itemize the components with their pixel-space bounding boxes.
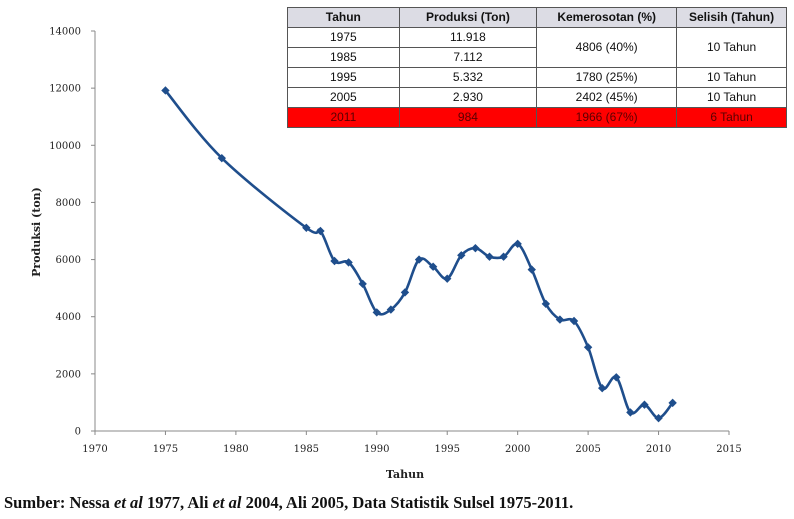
y-tick-label: 12000 xyxy=(49,84,81,95)
source-etal-1: et al xyxy=(114,493,143,512)
x-tick-label: 1980 xyxy=(223,444,248,455)
data-point xyxy=(161,86,170,95)
cell-kemerosotan: 4806 (40%) xyxy=(536,27,678,68)
data-point xyxy=(583,343,593,352)
cell-produksi: 11.918 xyxy=(398,27,538,48)
cell-selisih: 10 Tahun xyxy=(676,87,787,108)
x-axis-title: Tahun xyxy=(386,468,424,481)
data-point xyxy=(555,315,565,324)
cell-tahun: 1985 xyxy=(287,47,400,68)
x-tick-label: 1970 xyxy=(82,444,107,455)
y-tick-label: 0 xyxy=(75,427,81,438)
cell-kemerosotan: 1966 (67%) xyxy=(536,107,678,128)
production-table: Tahun Produksi (Ton) Kemerosotan (%) Sel… xyxy=(287,7,787,128)
cell-kemerosotan: 1780 (25%) xyxy=(536,67,678,88)
data-point xyxy=(499,252,508,261)
chart-ticks: 0 2000 4000 6000 8000 10000 12000 14000 1970 1975… xyxy=(49,27,742,456)
cell-selisih: 6 Tahun xyxy=(676,107,787,128)
source-rest: 2004, Ali 2005, Data Statistik Sulsel 19… xyxy=(241,493,574,512)
data-point xyxy=(513,239,522,249)
data-point xyxy=(598,383,607,393)
data-point xyxy=(612,373,621,382)
chart-axes xyxy=(94,31,729,432)
header-tahun: Tahun xyxy=(287,7,400,28)
y-tick-label: 4000 xyxy=(56,312,81,323)
cell-tahun: 1995 xyxy=(287,67,400,88)
header-selisih: Selisih (Tahun) xyxy=(676,7,787,28)
data-point xyxy=(344,258,353,267)
data-point xyxy=(654,413,663,423)
data-point xyxy=(569,316,579,326)
y-tick-label: 2000 xyxy=(56,369,81,380)
data-point xyxy=(428,262,438,271)
data-point xyxy=(400,288,410,297)
data-point xyxy=(316,226,325,236)
table-row: 1975 11.918 4806 (40%) 10 Tahun xyxy=(287,27,787,68)
table-row-highlight: 2011 984 1966 (67%) 6 Tahun xyxy=(287,107,787,128)
source-mid: 1977, Ali xyxy=(142,493,213,512)
data-point xyxy=(527,265,536,274)
chart-series xyxy=(161,86,677,423)
source-note: Sumber: Nessa et al 1977, Ali et al 2004… xyxy=(4,493,790,513)
source-etal-2: et al xyxy=(212,493,242,512)
data-point xyxy=(485,252,494,261)
x-tick-label: 2010 xyxy=(646,444,671,455)
source-prefix: Sumber: Nessa xyxy=(4,493,114,512)
x-tick-label: 1985 xyxy=(294,444,319,455)
cell-kemerosotan: 2402 (45%) xyxy=(536,87,678,108)
data-point xyxy=(626,408,635,417)
data-point xyxy=(541,299,551,309)
table-header-row: Tahun Produksi (Ton) Kemerosotan (%) Sel… xyxy=(287,7,787,28)
table-row: 2005 2.930 2402 (45%) 10 Tahun xyxy=(287,87,787,108)
header-kemerosotan: Kemerosotan (%) xyxy=(536,7,678,28)
x-tick-label: 2005 xyxy=(575,444,600,455)
data-point xyxy=(358,279,367,289)
cell-produksi: 984 xyxy=(398,107,538,128)
x-tick-label: 1990 xyxy=(364,444,389,455)
cell-tahun: 2011 xyxy=(287,107,400,128)
cell-produksi: 2.930 xyxy=(398,87,538,108)
cell-tahun: 1975 xyxy=(287,27,400,48)
data-point xyxy=(414,255,424,264)
data-point xyxy=(640,400,649,409)
y-axis-title: Produksi (ton) xyxy=(30,187,43,277)
x-tick-label: 2000 xyxy=(505,444,530,455)
x-tick-label: 2015 xyxy=(716,444,741,455)
table-row: 1995 5.332 1780 (25%) 10 Tahun xyxy=(287,67,787,88)
data-point xyxy=(386,305,396,314)
y-tick-label: 6000 xyxy=(56,255,81,266)
x-tick-label: 1995 xyxy=(434,444,459,455)
header-produksi: Produksi (Ton) xyxy=(398,7,538,28)
data-point xyxy=(443,274,452,283)
cell-produksi: 7.112 xyxy=(398,47,538,68)
x-tick-label: 1975 xyxy=(153,444,178,455)
cell-produksi: 5.332 xyxy=(398,67,538,88)
y-tick-label: 8000 xyxy=(56,198,81,209)
data-point xyxy=(372,308,381,317)
data-point xyxy=(302,223,311,232)
cell-selisih: 10 Tahun xyxy=(676,67,787,88)
y-tick-label: 14000 xyxy=(49,27,81,38)
series-line xyxy=(164,89,674,420)
data-point xyxy=(668,398,677,408)
cell-selisih: 10 Tahun xyxy=(676,27,787,68)
data-point xyxy=(471,243,480,253)
data-point xyxy=(217,153,226,163)
y-tick-label: 10000 xyxy=(49,141,81,152)
data-point xyxy=(330,256,339,266)
data-point xyxy=(457,251,466,260)
cell-tahun: 2005 xyxy=(287,87,400,108)
